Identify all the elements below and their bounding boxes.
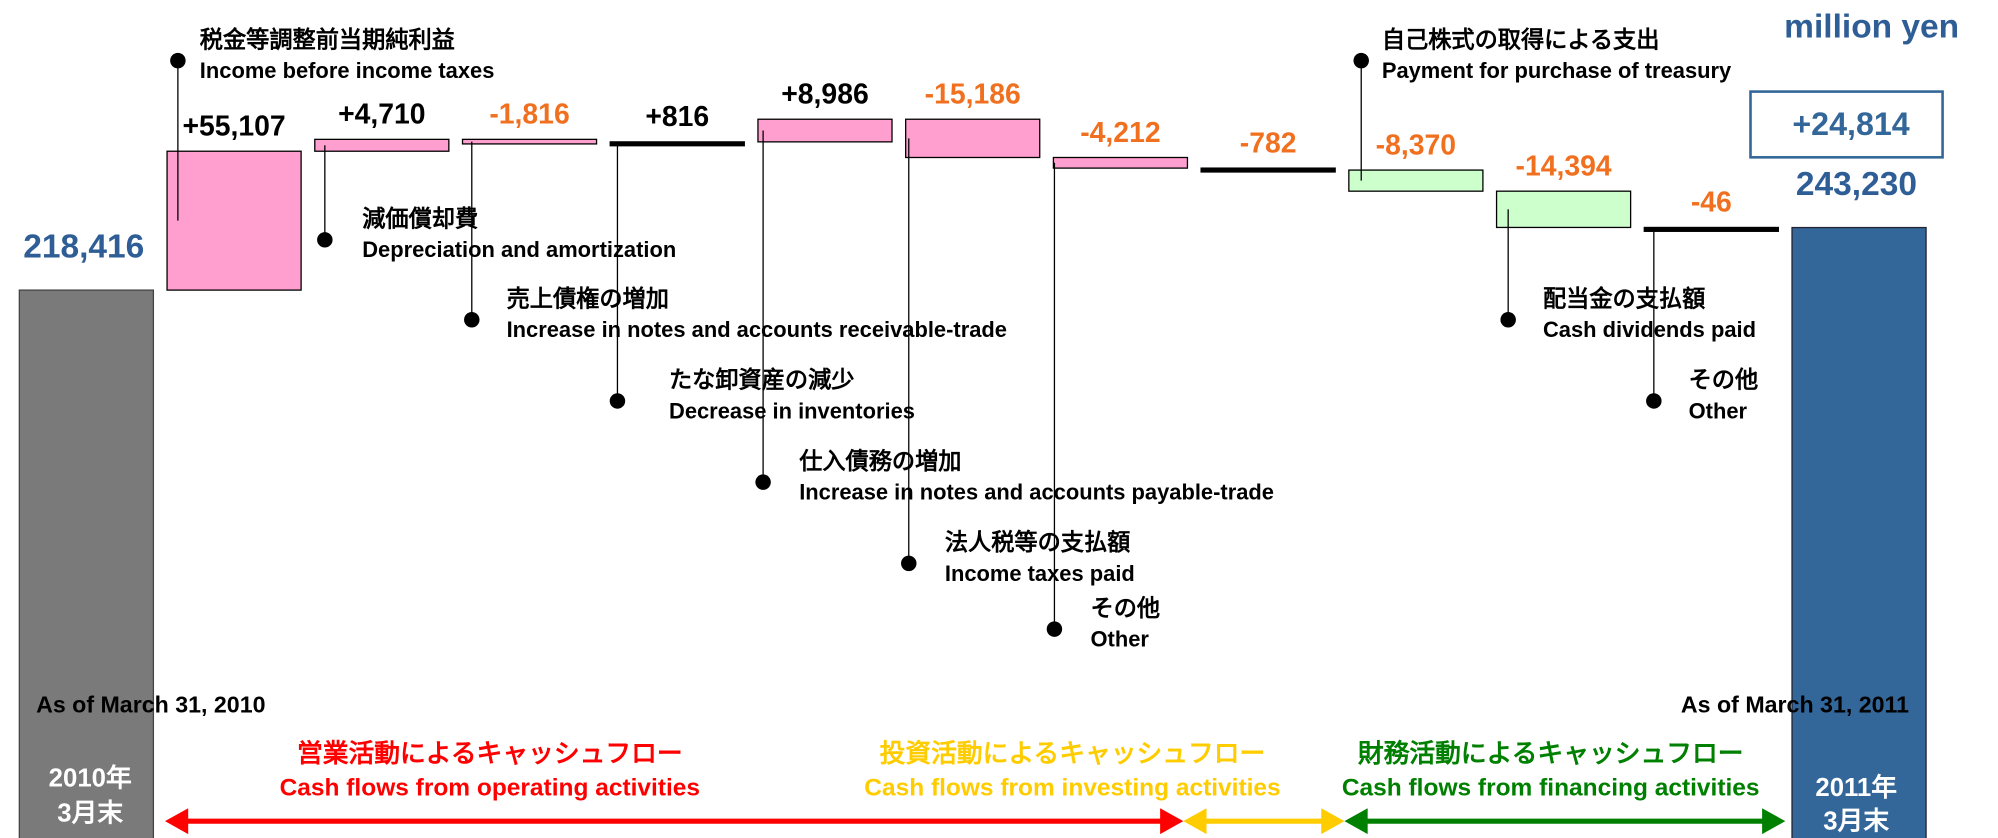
net-change-label: +24,814: [1792, 106, 1909, 142]
item-label-jp: 法人税等の支払額: [945, 529, 1130, 555]
section-en: Cash flows from investing activities: [864, 774, 1280, 801]
unit-label: million yen: [1784, 8, 1959, 45]
start-bar: [18, 289, 155, 838]
step-bar: [1348, 169, 1484, 192]
leader-dot: [317, 232, 333, 248]
net-change-box: [1749, 90, 1944, 159]
start-jp-1: 2010年: [49, 763, 132, 793]
start-value-label: 218,416: [23, 229, 144, 266]
step-value-label: -4,212: [1080, 117, 1160, 149]
item-label-jp: たな卸資産の減少: [669, 367, 854, 393]
step-value-label: +55,107: [182, 111, 285, 143]
step-bar: [461, 138, 598, 145]
start-date: As of March 31, 2010: [36, 692, 265, 718]
item-label-jp: 配当金の支払額: [1543, 286, 1705, 312]
leader-dot: [1646, 393, 1662, 409]
leader-dot: [1046, 621, 1063, 637]
step-value-label: -14,394: [1516, 150, 1612, 182]
leader-dot: [464, 312, 480, 328]
step-bar: [1495, 190, 1632, 229]
step-bar: [757, 118, 893, 143]
section-jp: 投資活動によるキャッシュフロー: [880, 739, 1266, 768]
item-label-jp: 自己株式の取得による支出: [1382, 26, 1660, 52]
item-label-en: Cash dividends paid: [1543, 317, 1756, 342]
item-label-jp: その他: [1689, 367, 1759, 393]
section-en: Cash flows from financing activities: [1342, 774, 1760, 801]
step-bar: [1200, 167, 1336, 173]
step-value-label: +816: [645, 101, 709, 133]
item-label-en: Other: [1091, 626, 1150, 651]
step-value-label: +8,986: [781, 79, 868, 111]
end-date: As of March 31, 2011: [1681, 692, 1909, 718]
leader-dot: [901, 555, 917, 572]
leader-dot: [755, 474, 771, 490]
step-value-label: -1,816: [489, 99, 569, 131]
item-label-en: Income taxes paid: [945, 561, 1135, 586]
section-jp: 営業活動によるキャッシュフロー: [297, 739, 683, 768]
item-label-jp: 売上債権の増加: [507, 286, 669, 312]
item-label-jp: 仕入債務の増加: [798, 448, 961, 474]
item-label-en: Decrease in inventories: [669, 398, 915, 423]
step-value-label: -46: [1691, 187, 1732, 219]
item-label-en: Income before income taxes: [200, 58, 495, 83]
item-label-jp: 減価償却費: [362, 206, 478, 232]
item-label-jp: 税金等調整前当期純利益: [200, 26, 455, 52]
end-jp-2: 3月末: [1823, 806, 1889, 835]
leader-dot: [609, 393, 626, 409]
leader-dot: [1353, 52, 1369, 69]
step-value-label: -15,186: [925, 79, 1021, 111]
step-value-label: -782: [1240, 127, 1297, 159]
item-label-jp: その他: [1091, 595, 1161, 621]
end-jp-1: 2011年: [1815, 772, 1897, 802]
end-value-label: 243,230: [1796, 166, 1917, 203]
leader-dot: [170, 52, 186, 69]
leader-dot: [1500, 312, 1516, 328]
start-jp-2: 3月末: [57, 799, 123, 828]
step-value-label: -8,370: [1376, 129, 1456, 161]
step-bar: [1643, 226, 1779, 232]
step-bar: [314, 138, 450, 152]
item-label-en: Payment for purchase of treasury: [1382, 58, 1732, 83]
step-bar: [905, 118, 1041, 159]
step-bar: [166, 150, 302, 291]
step-bar: [609, 141, 745, 147]
section-jp: 財務活動によるキャッシュフロー: [1358, 739, 1744, 768]
step-bar: [1052, 156, 1189, 169]
step-value-label: +4,710: [338, 99, 425, 131]
item-label-en: Increase in notes and accounts receivabl…: [507, 317, 1007, 342]
section-en: Cash flows from operating activities: [280, 774, 700, 801]
item-label-en: Other: [1689, 398, 1748, 423]
item-label-en: Increase in notes and accounts payable-t…: [799, 480, 1274, 505]
item-label-en: Depreciation and amortization: [362, 237, 676, 262]
end-bar: [1791, 226, 1927, 838]
